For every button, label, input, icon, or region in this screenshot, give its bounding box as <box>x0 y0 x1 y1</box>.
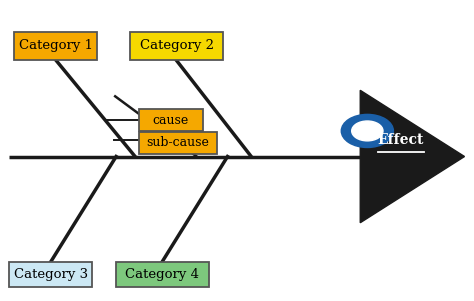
Polygon shape <box>360 90 465 223</box>
FancyBboxPatch shape <box>9 262 92 287</box>
Text: sub-cause: sub-cause <box>146 136 210 149</box>
Text: Category 2: Category 2 <box>139 39 214 52</box>
Circle shape <box>341 114 393 147</box>
FancyBboxPatch shape <box>139 109 203 131</box>
FancyBboxPatch shape <box>14 32 97 60</box>
FancyBboxPatch shape <box>130 32 223 60</box>
Text: Category 3: Category 3 <box>14 268 88 281</box>
Text: Category 4: Category 4 <box>125 268 200 281</box>
Text: Effect: Effect <box>378 133 424 147</box>
FancyBboxPatch shape <box>116 262 209 287</box>
Text: cause: cause <box>153 113 189 127</box>
Circle shape <box>352 121 383 141</box>
Text: Category 1: Category 1 <box>18 39 93 52</box>
FancyBboxPatch shape <box>139 132 217 154</box>
